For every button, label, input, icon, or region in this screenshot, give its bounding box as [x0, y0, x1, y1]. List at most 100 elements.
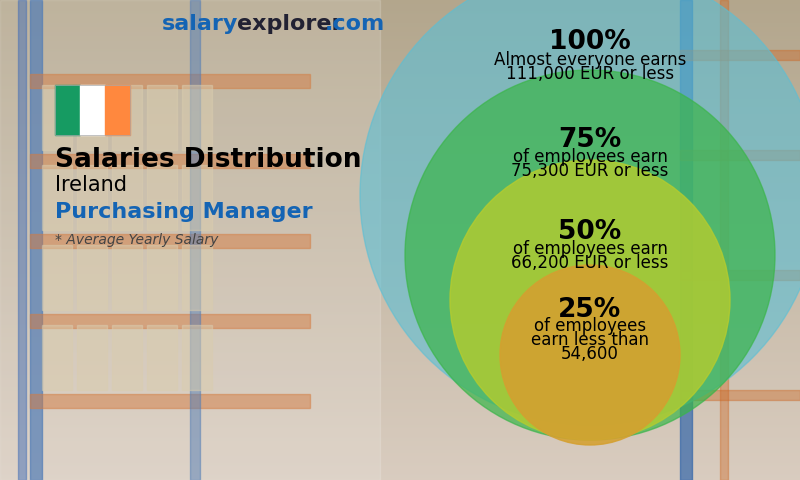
Bar	[0, 451, 800, 452]
Bar	[0, 437, 800, 438]
Bar	[0, 207, 800, 208]
Bar	[0, 287, 800, 288]
Bar	[0, 466, 800, 467]
Bar	[0, 137, 800, 138]
Bar	[0, 341, 800, 342]
Bar	[0, 234, 800, 235]
Bar	[0, 142, 800, 143]
Bar	[0, 209, 800, 210]
Bar	[0, 128, 800, 129]
Bar	[112, 325, 142, 390]
Bar	[0, 43, 800, 44]
Bar	[0, 257, 800, 258]
Bar	[0, 123, 800, 124]
Bar	[0, 215, 800, 216]
Bar	[0, 379, 800, 380]
Bar	[0, 125, 800, 126]
Bar	[0, 385, 800, 386]
Bar	[0, 241, 800, 242]
Bar	[0, 8, 800, 9]
Bar	[0, 136, 800, 137]
Bar	[0, 266, 800, 267]
Bar	[0, 440, 800, 441]
Bar	[0, 61, 800, 62]
Bar	[0, 226, 800, 227]
Bar	[0, 118, 800, 119]
Bar	[0, 85, 800, 86]
Bar	[0, 14, 800, 15]
Bar	[0, 457, 800, 458]
Bar	[0, 343, 800, 344]
Bar	[720, 0, 728, 480]
Bar	[0, 82, 800, 83]
Bar	[0, 200, 800, 201]
Bar	[0, 13, 800, 14]
Text: salary: salary	[162, 14, 238, 34]
Bar	[0, 345, 800, 346]
Bar	[0, 349, 800, 350]
Bar	[0, 391, 800, 392]
Bar	[0, 76, 800, 77]
Bar	[0, 310, 800, 311]
Bar	[0, 64, 800, 65]
Bar	[0, 237, 800, 238]
Bar	[0, 452, 800, 453]
Bar	[0, 19, 800, 20]
Bar	[0, 18, 800, 19]
Bar	[0, 461, 800, 462]
Bar	[0, 73, 800, 74]
Bar	[0, 267, 800, 268]
Bar	[0, 233, 800, 234]
Bar	[0, 153, 800, 154]
Bar	[0, 420, 800, 421]
Text: 75%: 75%	[558, 127, 622, 153]
Bar	[680, 150, 800, 160]
Bar	[0, 462, 800, 463]
Bar	[0, 262, 800, 263]
Bar	[0, 406, 800, 407]
Bar	[0, 166, 800, 167]
Bar	[0, 55, 800, 56]
Bar	[0, 251, 800, 252]
Bar	[0, 44, 800, 45]
Bar	[0, 242, 800, 243]
Bar	[0, 51, 800, 52]
Bar	[0, 3, 800, 4]
Bar	[0, 441, 800, 442]
Bar	[0, 22, 800, 23]
Bar	[0, 178, 800, 179]
Bar	[0, 471, 800, 472]
Bar	[42, 85, 72, 150]
Bar	[0, 72, 800, 73]
Bar	[0, 180, 800, 181]
Bar	[0, 396, 800, 397]
Bar	[0, 335, 800, 336]
Bar	[0, 331, 800, 332]
Bar	[0, 334, 800, 335]
Bar	[0, 185, 800, 186]
Bar	[0, 307, 800, 308]
Bar	[0, 126, 800, 127]
Bar	[0, 397, 800, 398]
Bar	[0, 356, 800, 357]
Bar	[0, 442, 800, 443]
Bar	[0, 86, 800, 87]
Bar	[0, 399, 800, 400]
Text: Ireland: Ireland	[55, 175, 127, 195]
Bar	[0, 39, 800, 40]
Bar	[0, 407, 800, 408]
Bar	[0, 273, 800, 274]
Bar	[0, 224, 800, 225]
Bar	[0, 424, 800, 425]
Bar	[0, 0, 800, 1]
Bar	[0, 172, 800, 173]
Bar	[0, 161, 800, 162]
Bar	[0, 460, 800, 461]
Bar	[0, 454, 800, 455]
Bar	[0, 300, 800, 301]
Bar	[680, 270, 800, 280]
Bar	[0, 189, 800, 190]
Bar	[0, 238, 800, 239]
Bar	[0, 10, 800, 11]
Bar	[0, 84, 800, 85]
